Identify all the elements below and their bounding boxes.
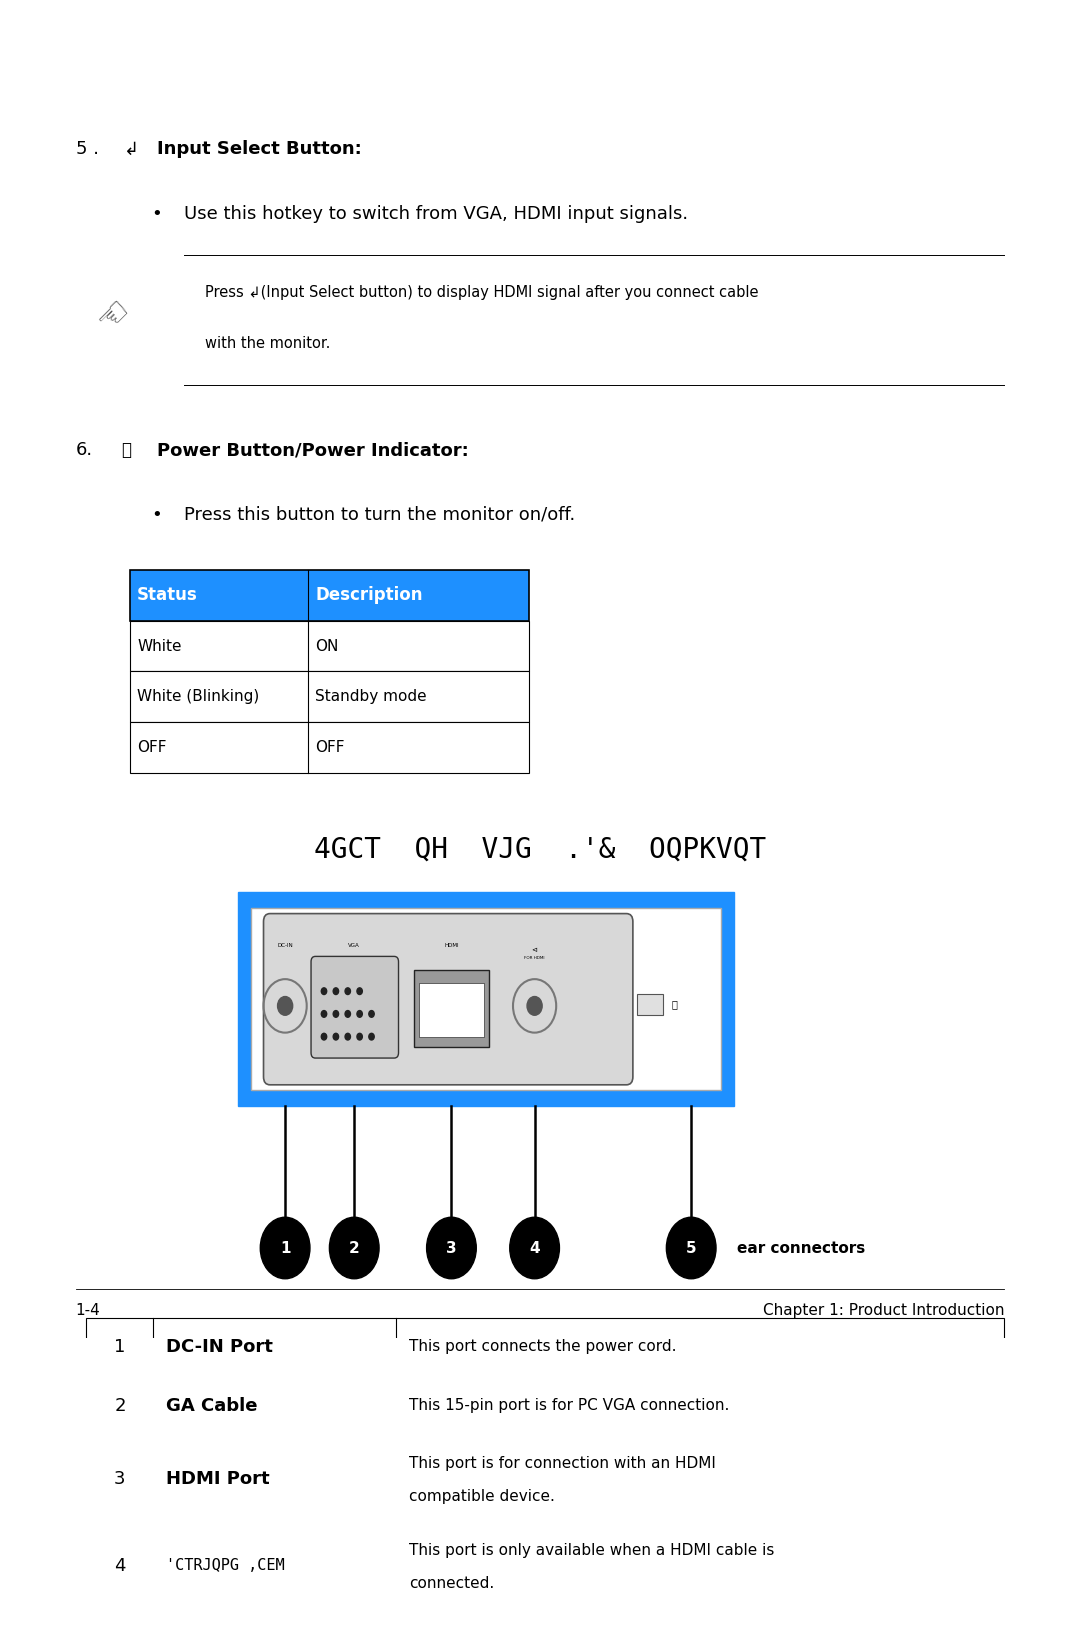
FancyBboxPatch shape xyxy=(86,1318,1004,1376)
FancyBboxPatch shape xyxy=(86,1435,1004,1523)
Circle shape xyxy=(369,1010,374,1017)
Circle shape xyxy=(356,1010,362,1017)
Circle shape xyxy=(427,1217,476,1279)
Text: 5 .: 5 . xyxy=(76,140,98,158)
Circle shape xyxy=(369,1033,374,1040)
Circle shape xyxy=(322,1010,326,1017)
Circle shape xyxy=(356,1033,362,1040)
Text: •: • xyxy=(151,506,162,524)
Text: 1-4: 1-4 xyxy=(76,1303,100,1318)
Text: DC-IN: DC-IN xyxy=(278,944,293,949)
Text: 1: 1 xyxy=(280,1240,291,1256)
Text: ☜: ☜ xyxy=(90,290,137,337)
Circle shape xyxy=(333,988,339,994)
Text: •: • xyxy=(151,205,162,223)
Text: This port is only available when a HDMI cable is: This port is only available when a HDMI … xyxy=(409,1544,774,1559)
Text: This port connects the power cord.: This port connects the power cord. xyxy=(409,1339,677,1355)
Circle shape xyxy=(345,1033,350,1040)
Text: ⏻: ⏻ xyxy=(121,441,131,459)
Text: ear connectors: ear connectors xyxy=(737,1240,865,1256)
FancyBboxPatch shape xyxy=(238,892,734,1106)
Text: compatible device.: compatible device. xyxy=(409,1489,555,1503)
Text: 3: 3 xyxy=(446,1240,457,1256)
Text: GA Cable: GA Cable xyxy=(166,1398,258,1415)
Text: ON: ON xyxy=(315,638,339,654)
FancyBboxPatch shape xyxy=(130,672,529,722)
Text: 3: 3 xyxy=(114,1469,125,1487)
FancyBboxPatch shape xyxy=(130,722,529,773)
Text: 6.: 6. xyxy=(76,441,93,459)
Circle shape xyxy=(322,988,326,994)
Text: Chapter 1: Product Introduction: Chapter 1: Product Introduction xyxy=(762,1303,1004,1318)
Text: This port is for connection with an HDMI: This port is for connection with an HDMI xyxy=(409,1456,716,1471)
Circle shape xyxy=(345,988,350,994)
Circle shape xyxy=(666,1217,716,1279)
Text: Press ↲(Input Select button) to display HDMI signal after you connect cable: Press ↲(Input Select button) to display … xyxy=(205,285,759,299)
FancyBboxPatch shape xyxy=(251,908,721,1090)
Text: connected.: connected. xyxy=(409,1575,495,1591)
Text: Input Select Button:: Input Select Button: xyxy=(157,140,362,158)
FancyBboxPatch shape xyxy=(311,957,399,1058)
Text: This 15-pin port is for PC VGA connection.: This 15-pin port is for PC VGA connectio… xyxy=(409,1398,730,1414)
Text: DC-IN Port: DC-IN Port xyxy=(166,1337,273,1355)
Text: 4: 4 xyxy=(114,1557,125,1575)
Circle shape xyxy=(322,1033,326,1040)
Text: with the monitor.: with the monitor. xyxy=(205,335,330,351)
Text: ↲: ↲ xyxy=(124,140,139,158)
Text: White: White xyxy=(137,638,181,654)
Circle shape xyxy=(278,996,293,1015)
Text: OFF: OFF xyxy=(137,740,166,755)
Text: Press this button to turn the monitor on/off.: Press this button to turn the monitor on… xyxy=(184,506,575,524)
Text: 5: 5 xyxy=(686,1240,697,1256)
FancyBboxPatch shape xyxy=(86,1609,1004,1627)
Text: FOR HDMI: FOR HDMI xyxy=(525,957,544,960)
Text: 4: 4 xyxy=(529,1240,540,1256)
Text: White (Blinking): White (Blinking) xyxy=(137,690,259,704)
FancyBboxPatch shape xyxy=(419,983,484,1036)
Text: 'CTRJQPG ,CEM: 'CTRJQPG ,CEM xyxy=(166,1559,285,1573)
Text: 1: 1 xyxy=(114,1337,125,1355)
Text: 🔒: 🔒 xyxy=(672,999,677,1010)
FancyBboxPatch shape xyxy=(130,569,529,620)
Circle shape xyxy=(527,996,542,1015)
Text: Power Button/Power Indicator:: Power Button/Power Indicator: xyxy=(157,441,469,459)
Text: OFF: OFF xyxy=(315,740,345,755)
Text: Status: Status xyxy=(137,586,198,604)
Circle shape xyxy=(510,1217,559,1279)
Circle shape xyxy=(333,1033,339,1040)
FancyBboxPatch shape xyxy=(637,994,663,1015)
Text: Standby mode: Standby mode xyxy=(315,690,427,704)
Text: 2: 2 xyxy=(114,1398,125,1415)
Text: VGA: VGA xyxy=(349,944,360,949)
Circle shape xyxy=(333,1010,339,1017)
Circle shape xyxy=(260,1217,310,1279)
Text: Description: Description xyxy=(315,586,423,604)
Text: HDMI Port: HDMI Port xyxy=(166,1469,270,1487)
FancyBboxPatch shape xyxy=(86,1523,1004,1609)
FancyBboxPatch shape xyxy=(130,620,529,672)
Text: 2: 2 xyxy=(349,1240,360,1256)
Text: ⊲: ⊲ xyxy=(531,947,538,953)
Text: Use this hotkey to switch from VGA, HDMI input signals.: Use this hotkey to switch from VGA, HDMI… xyxy=(184,205,688,223)
FancyBboxPatch shape xyxy=(86,1376,1004,1435)
FancyBboxPatch shape xyxy=(414,970,489,1048)
Text: 4GCT  QH  VJG  .'&  OQPKVQT: 4GCT QH VJG .'& OQPKVQT xyxy=(314,835,766,864)
Circle shape xyxy=(356,988,362,994)
Circle shape xyxy=(329,1217,379,1279)
Circle shape xyxy=(345,1010,350,1017)
FancyBboxPatch shape xyxy=(264,914,633,1085)
Text: HDMI: HDMI xyxy=(444,944,459,949)
